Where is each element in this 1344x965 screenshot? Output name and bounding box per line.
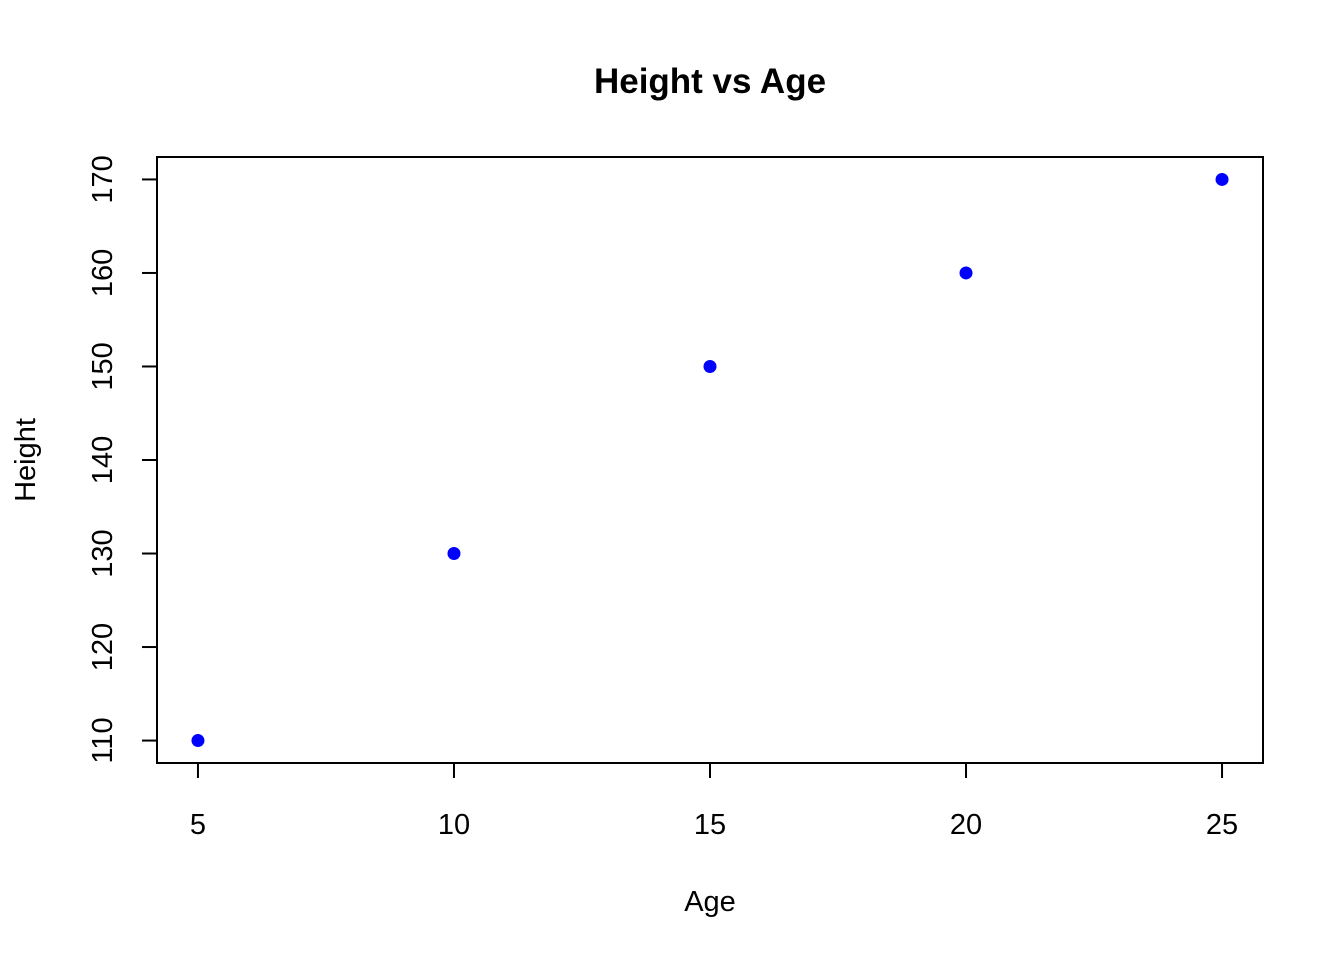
x-tick-label: 20 (950, 809, 982, 841)
x-axis-label: Age (684, 886, 736, 918)
data-point (191, 734, 205, 748)
data-point (1215, 172, 1229, 186)
chart-title: Height vs Age (594, 62, 826, 101)
x-tick-label: 25 (1206, 809, 1238, 841)
y-tick-label: 120 (87, 623, 119, 671)
y-tick-label: 160 (87, 249, 119, 297)
y-axis: 110 120 130 140 150 160 170 (87, 155, 158, 764)
y-tick-label: 110 (87, 717, 119, 763)
y-tick-label: 150 (87, 342, 119, 390)
data-point (703, 359, 717, 373)
y-axis-label: Height (10, 418, 42, 502)
y-tick-label: 170 (87, 155, 119, 203)
x-tick-label: 10 (438, 809, 470, 841)
x-axis: 5 10 15 20 25 (190, 762, 1238, 841)
data-points (191, 172, 1229, 748)
data-point (959, 266, 973, 280)
x-tick-label: 5 (190, 809, 206, 841)
data-point (447, 547, 461, 561)
y-tick-label: 140 (87, 436, 119, 484)
x-tick-label: 15 (694, 809, 726, 841)
y-tick-label: 130 (87, 529, 119, 577)
